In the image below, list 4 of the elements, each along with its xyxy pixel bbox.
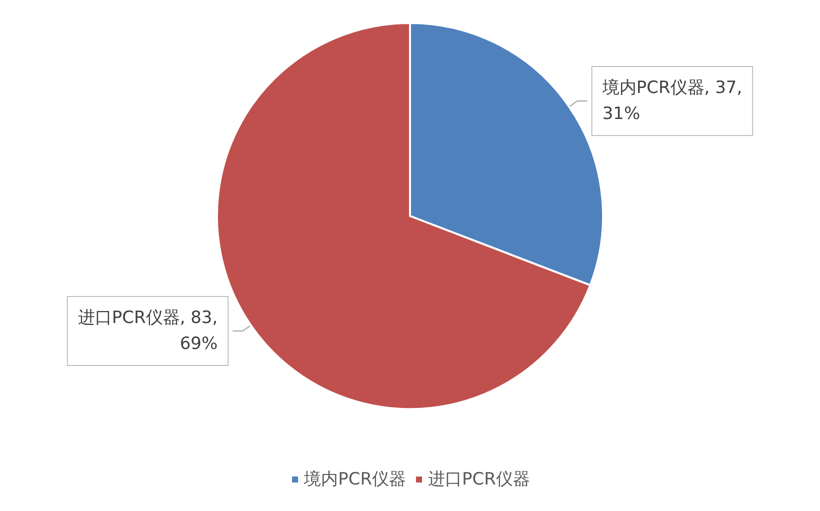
legend-label: 进口PCR仪器 [428,470,530,490]
data-label: 进口PCR仪器, 83, 69% [78,308,218,354]
data-label: 境内PCR仪器, 37, 31% [601,78,742,124]
legend-label: 境内PCR仪器 [303,470,406,490]
